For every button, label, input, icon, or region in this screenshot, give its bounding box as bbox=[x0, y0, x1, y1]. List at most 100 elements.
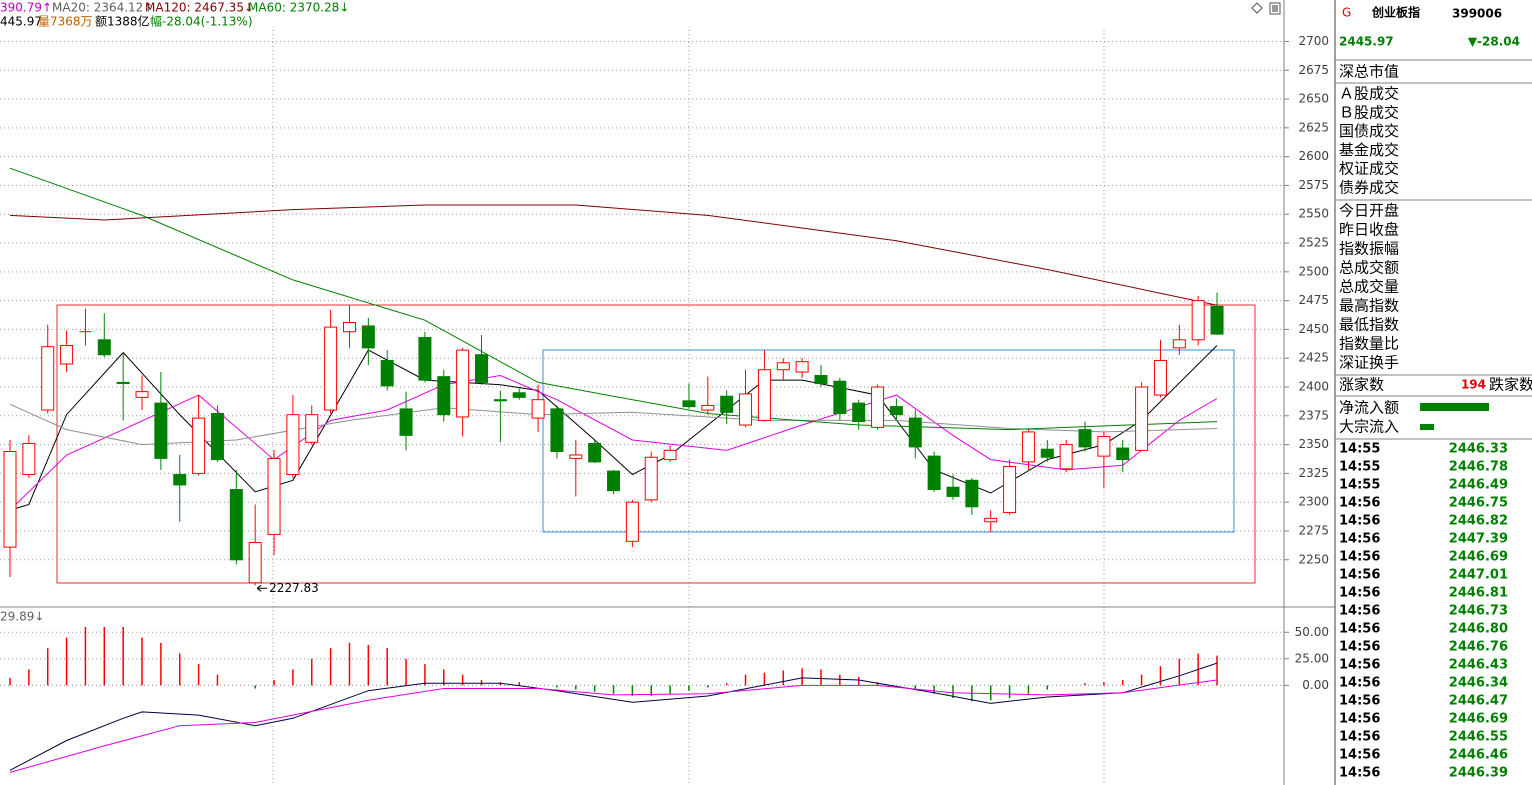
candle-body bbox=[531, 399, 545, 419]
field-label: Ａ股成交 bbox=[1339, 85, 1399, 103]
indicator-text: 29.89↓ bbox=[0, 610, 44, 624]
tick-time: 14:56 bbox=[1339, 622, 1380, 637]
candle-body bbox=[871, 386, 885, 428]
candle-body bbox=[173, 474, 187, 486]
highlight-box bbox=[56, 304, 1256, 584]
tick-time: 14:56 bbox=[1339, 730, 1380, 745]
y-tick-label: 2325 bbox=[1298, 466, 1329, 480]
candle-body bbox=[776, 362, 790, 371]
tick-price: 2446.46 bbox=[1449, 748, 1508, 763]
y-tick-label: 2400 bbox=[1298, 380, 1329, 394]
y-tick-label: 2300 bbox=[1298, 495, 1329, 509]
candle-body bbox=[1059, 444, 1073, 470]
quote-text: 额1388亿 bbox=[95, 14, 150, 29]
field-label: 深证换手 bbox=[1339, 354, 1399, 372]
highlight-box bbox=[542, 349, 1235, 533]
candle-body bbox=[437, 376, 451, 416]
candle-body bbox=[984, 517, 998, 523]
y-tick-label: 2250 bbox=[1298, 552, 1329, 566]
tick-price: 2446.75 bbox=[1449, 496, 1508, 511]
tick-price: 2446.78 bbox=[1449, 460, 1508, 475]
flow-bar bbox=[1420, 403, 1489, 411]
candle-body bbox=[739, 393, 753, 426]
candle-body bbox=[154, 402, 168, 459]
tick-time: 14:56 bbox=[1339, 766, 1380, 781]
tick-price: 2446.82 bbox=[1449, 514, 1508, 529]
candle-body bbox=[908, 417, 922, 448]
candle-body bbox=[795, 361, 809, 373]
candle-body bbox=[550, 408, 564, 453]
candle-body bbox=[965, 479, 979, 508]
y-tick-label: 2625 bbox=[1298, 120, 1329, 134]
market-mark: G bbox=[1342, 6, 1351, 20]
tick-price: 2446.69 bbox=[1449, 550, 1508, 565]
tick-time: 14:55 bbox=[1339, 442, 1380, 457]
field-label: 总成交量 bbox=[1339, 278, 1399, 296]
field-label: 昨日收盘 bbox=[1339, 221, 1399, 239]
candle-body bbox=[116, 381, 130, 385]
line bbox=[9, 167, 1218, 431]
ma-text: MA20: 2364.12↑ bbox=[52, 1, 153, 15]
y-tick-label: 2500 bbox=[1298, 264, 1329, 278]
candle-body bbox=[946, 486, 960, 497]
field-label: 国债成交 bbox=[1339, 122, 1399, 140]
tick-price: 2446.34 bbox=[1449, 676, 1508, 691]
tick-time: 14:55 bbox=[1339, 460, 1380, 475]
y-tick-label: 0.00 bbox=[1302, 678, 1329, 692]
tick-time: 14:56 bbox=[1339, 658, 1380, 673]
tick-time: 14:55 bbox=[1339, 478, 1380, 493]
candle-body bbox=[97, 339, 111, 356]
tick-time: 14:56 bbox=[1339, 550, 1380, 565]
tick-price: 2446.76 bbox=[1449, 640, 1508, 655]
candle-body bbox=[41, 346, 55, 411]
candle-body bbox=[248, 541, 262, 584]
candle-body bbox=[1191, 300, 1205, 341]
field-label: 基金成交 bbox=[1339, 141, 1399, 159]
tick-time: 14:56 bbox=[1339, 694, 1380, 709]
candle-body bbox=[60, 345, 74, 365]
tick-price: 2446.73 bbox=[1449, 604, 1508, 619]
candle-body bbox=[456, 349, 470, 418]
low-label: 2227.83 bbox=[269, 581, 319, 595]
tick-price: 2446.47 bbox=[1449, 694, 1508, 709]
up-count: 194 bbox=[1461, 378, 1486, 392]
field-label: 大宗流入 bbox=[1339, 418, 1399, 436]
quote-text: 量7368万 bbox=[38, 15, 93, 29]
field-label: 指数振幅 bbox=[1339, 240, 1399, 258]
candle-body bbox=[399, 408, 413, 436]
tick-time: 14:56 bbox=[1339, 532, 1380, 547]
candle-body bbox=[1135, 386, 1149, 451]
line bbox=[9, 679, 1218, 773]
quote-text: 445.97 bbox=[0, 15, 42, 29]
candle-body bbox=[852, 402, 866, 423]
ma-text: MA120: 2467.35↓ bbox=[145, 1, 254, 15]
ma-text: MA60: 2370.28↓ bbox=[248, 1, 349, 15]
tick-time: 14:56 bbox=[1339, 568, 1380, 583]
field-label: 指数量比 bbox=[1339, 335, 1399, 353]
candle-body bbox=[192, 417, 206, 474]
candle-body bbox=[701, 404, 715, 411]
ma-text: 390.79↑ bbox=[0, 1, 52, 15]
tick-price: 2446.55 bbox=[1449, 730, 1508, 745]
candle-body bbox=[1172, 339, 1186, 349]
candle-body bbox=[927, 455, 941, 491]
index-code: 399006 bbox=[1452, 7, 1502, 21]
candle-body bbox=[607, 470, 621, 492]
field-label: 最低指数 bbox=[1339, 316, 1399, 334]
field-label: 跌家数 bbox=[1489, 376, 1532, 394]
candle-body bbox=[889, 406, 903, 416]
y-tick-label: 2375 bbox=[1298, 408, 1329, 422]
tick-time: 14:56 bbox=[1339, 712, 1380, 727]
tick-time: 14:56 bbox=[1339, 586, 1380, 601]
y-tick-label: 2575 bbox=[1298, 178, 1329, 192]
field-label: Ｂ股成交 bbox=[1339, 103, 1399, 121]
candle-body bbox=[267, 457, 281, 535]
candle-body bbox=[305, 414, 319, 443]
diamond-icon[interactable] bbox=[1251, 2, 1263, 14]
candle-body bbox=[3, 451, 17, 548]
price: 2445.97 bbox=[1339, 35, 1394, 49]
candle-body bbox=[1116, 447, 1130, 461]
tick-price: 2446.81 bbox=[1449, 586, 1508, 601]
tick-time: 14:56 bbox=[1339, 514, 1380, 529]
candle-body bbox=[588, 442, 602, 463]
